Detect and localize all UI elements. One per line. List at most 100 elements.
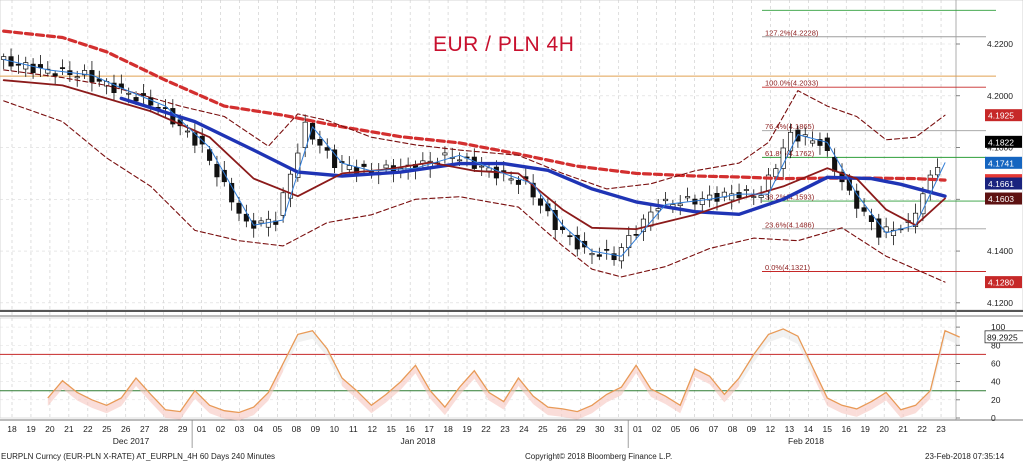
x-tick-label: 09 xyxy=(311,424,321,434)
osc-price-tag-box xyxy=(984,330,1023,344)
price-tag: 4.1280 xyxy=(985,276,1022,289)
oscillator-shade xyxy=(783,328,798,345)
candle-body xyxy=(126,92,132,95)
oscillator-shade xyxy=(886,392,901,418)
candle xyxy=(707,185,713,208)
indicator-line-3 xyxy=(3,69,946,190)
price-tag-box xyxy=(985,276,1022,289)
candle-body xyxy=(751,196,757,198)
candle xyxy=(868,208,874,231)
price-tag-label: 4.1661 xyxy=(988,179,1014,189)
candle-body xyxy=(640,218,647,232)
candle-body xyxy=(221,169,227,183)
oscillator-shade xyxy=(812,367,828,406)
oscillator-shade xyxy=(621,365,637,396)
price-tag: 4.1603 xyxy=(985,192,1022,205)
candle xyxy=(229,177,235,211)
x-tick-label: 18 xyxy=(7,424,17,434)
candle xyxy=(82,64,88,80)
y-tick-label: 4.2000 xyxy=(987,91,1013,101)
oscillator-shade xyxy=(106,398,122,414)
footer-timestamp: 23-Feb-2018 07:35:14 xyxy=(925,452,1005,461)
x-tick-label: 24 xyxy=(519,424,529,434)
candle xyxy=(309,119,316,145)
x-tick-label: 21 xyxy=(64,424,74,434)
oscillator-shade xyxy=(444,387,460,416)
candle-body xyxy=(30,63,36,74)
x-tick-label: 14 xyxy=(804,424,814,434)
oscillator-shade xyxy=(77,392,92,408)
x-month-label: Dec 2017 xyxy=(113,436,150,446)
x-tick-label: 19 xyxy=(26,424,36,434)
candle-body xyxy=(861,207,867,212)
osc-tick-label: 100 xyxy=(991,322,1005,332)
candle xyxy=(685,187,691,202)
candle xyxy=(920,187,926,222)
candle-body xyxy=(324,147,330,151)
price-tag-label: 4.1603 xyxy=(988,194,1014,204)
oscillator-shade xyxy=(180,390,195,420)
oscillator-shade xyxy=(47,380,63,406)
candle xyxy=(15,54,21,74)
osc-tick-label: 0 xyxy=(991,413,996,423)
price-tag-box xyxy=(985,135,1022,148)
candle-body xyxy=(207,149,213,161)
candle-body xyxy=(574,234,580,250)
candle xyxy=(30,58,36,79)
x-tick-label: 08 xyxy=(292,424,302,434)
x-tick-label: 27 xyxy=(140,424,150,434)
candle-body xyxy=(780,147,786,169)
oscillator-shade xyxy=(371,394,387,414)
candle-body xyxy=(37,64,43,68)
oscillator-shade xyxy=(239,407,254,421)
candle xyxy=(817,132,823,155)
x-tick-label: 22 xyxy=(917,424,927,434)
oscillator-shade xyxy=(533,396,548,416)
candle xyxy=(780,138,786,178)
candle-body xyxy=(457,159,463,162)
candle xyxy=(787,123,794,159)
x-tick-label: 30 xyxy=(595,424,605,434)
candle-body xyxy=(361,163,367,167)
candle xyxy=(243,204,249,228)
price-tag: 4.1925 xyxy=(985,109,1022,122)
oscillator-shade xyxy=(474,370,490,401)
x-tick-label: 16 xyxy=(842,424,852,434)
osc-tick-label: 80 xyxy=(991,340,1001,350)
oscillator-shade xyxy=(430,390,445,416)
candle-body xyxy=(758,195,764,198)
candle-body xyxy=(508,178,514,181)
candle-body xyxy=(589,253,595,256)
candle xyxy=(479,156,485,177)
oscillator-shade xyxy=(415,365,431,399)
chart-title: EUR / PLN 4H xyxy=(433,33,575,56)
oscillator-shade xyxy=(871,392,887,410)
candle-body xyxy=(243,213,249,222)
price-tag-label: 4.1822 xyxy=(988,137,1014,147)
price-tag: 4.1661 xyxy=(985,177,1022,190)
oscillator-shade xyxy=(591,394,607,414)
candle-body xyxy=(59,67,66,69)
candle-body xyxy=(236,202,242,214)
oscillator-shade xyxy=(91,399,107,414)
x-tick-label: 01 xyxy=(633,424,643,434)
candle-body xyxy=(214,163,220,178)
oscillator-shade xyxy=(768,328,784,343)
candle-body xyxy=(346,165,352,170)
oscillator-shade xyxy=(268,363,284,401)
price-tag-box xyxy=(985,109,1022,122)
x-tick-label: 11 xyxy=(349,424,358,434)
candle-body xyxy=(935,167,941,176)
candle-body xyxy=(890,229,897,236)
candle-body xyxy=(537,198,544,206)
candle-body xyxy=(611,253,617,261)
x-tick-label: 16 xyxy=(405,424,415,434)
candle xyxy=(633,225,639,240)
oscillator-shade xyxy=(121,378,137,406)
oscillator-shade xyxy=(694,368,710,385)
oscillator-shade xyxy=(739,354,754,386)
x-tick-label: 08 xyxy=(728,424,738,434)
oscillator-shade xyxy=(356,390,372,414)
